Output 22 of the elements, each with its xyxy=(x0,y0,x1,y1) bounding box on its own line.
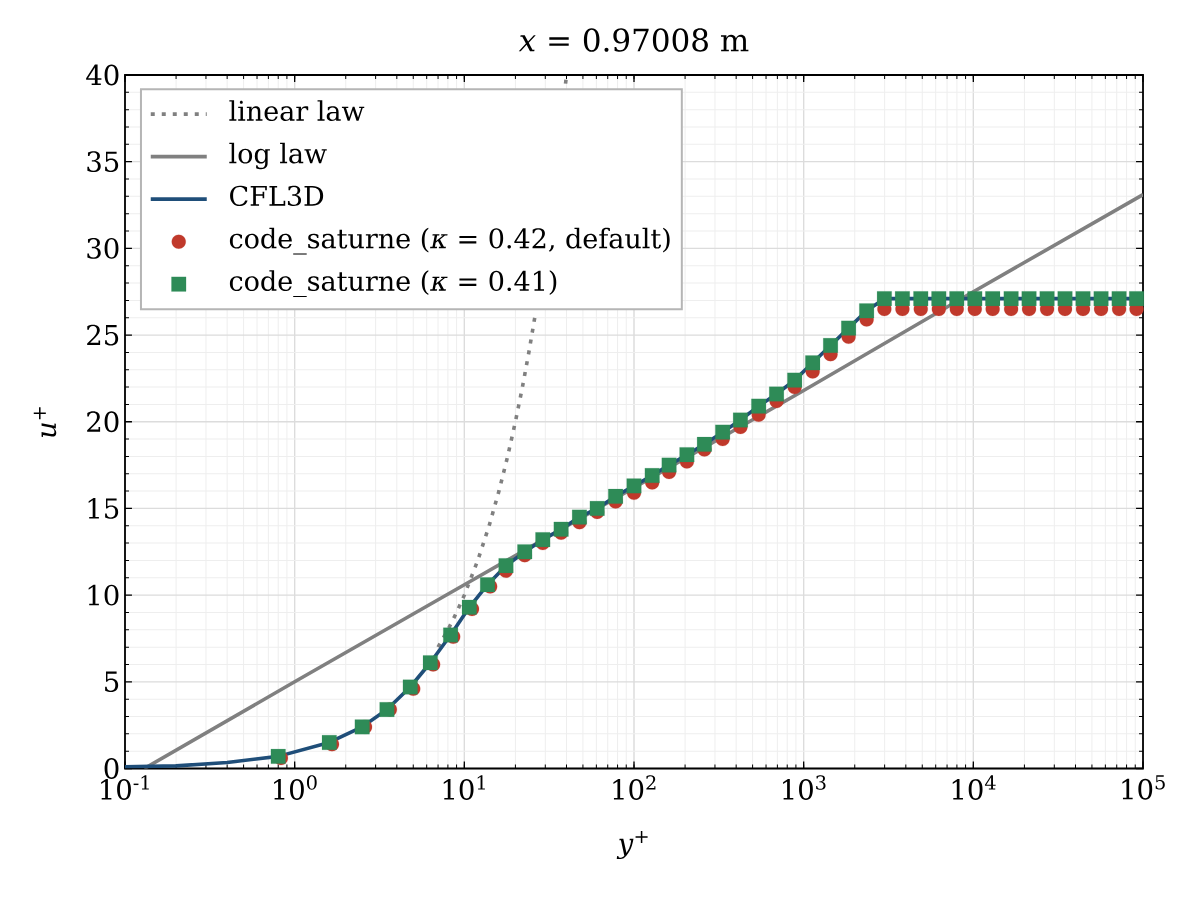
x-tick-label: 10$^{0}$ xyxy=(274,775,317,800)
y-tick-label: 20 xyxy=(87,411,119,433)
y-tick-label: 35 xyxy=(87,151,119,173)
x-tick-label: 10$^{1}$ xyxy=(443,775,485,800)
chart-title: x = 0.97008 m xyxy=(518,28,749,52)
y-tick-label: 40 xyxy=(86,64,119,86)
x-tick-label: 10$^{5}$ xyxy=(1122,775,1165,800)
legend-label: code_saturne (κ = 0.42, default) xyxy=(229,227,670,255)
y-tick-label: 5 xyxy=(105,671,119,693)
y-axis-title: u$^{+}$ xyxy=(33,407,57,438)
y-tick-label: 10 xyxy=(88,584,119,606)
y-tick-label: 25 xyxy=(87,324,119,346)
x-tick-label: 10$^{3}$ xyxy=(783,775,826,800)
x-tick-label: 10$^{4}$ xyxy=(952,775,996,800)
legend-label: CFL3D xyxy=(230,185,324,207)
y-tick-label: 15 xyxy=(88,498,119,519)
legend-label: linear law xyxy=(229,100,365,122)
y-tick-label: 30 xyxy=(87,237,119,259)
x-tick-label: 10$^{2}$ xyxy=(613,775,656,800)
legend-label: log law xyxy=(229,142,327,170)
legend-label: code_saturne (κ = 0.41) xyxy=(229,270,557,298)
x-axis-title: y$^{+}$ xyxy=(616,830,648,860)
